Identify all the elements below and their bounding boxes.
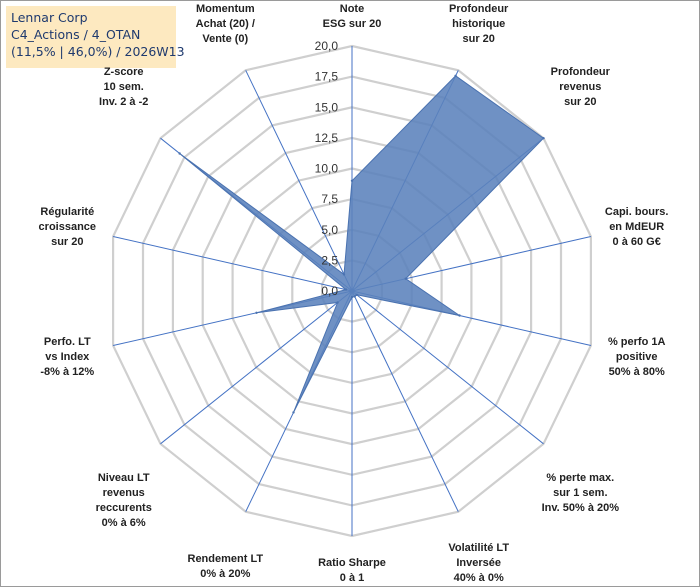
axis-label-line: Capi. bours. bbox=[605, 206, 669, 218]
axis-label-line: 0 à 1 bbox=[340, 572, 364, 584]
axis-label-line: revenus bbox=[103, 487, 145, 499]
title-line-category: C4_Actions / 4_OTAN bbox=[11, 27, 141, 42]
axis-label-line: croissance bbox=[39, 221, 96, 233]
title-line-period: (11,5% | 46,0%) / 2026W13 bbox=[11, 44, 185, 59]
series-point bbox=[178, 152, 181, 155]
axis-label-line: revenus bbox=[559, 81, 601, 93]
tick-label: 15,0 bbox=[315, 100, 339, 114]
series-point bbox=[292, 411, 295, 414]
chart-title-box: Lennar Corp C4_Actions / 4_OTAN (11,5% |… bbox=[6, 6, 185, 68]
series-point bbox=[255, 311, 258, 314]
axis-label-line: sur 20 bbox=[564, 96, 596, 108]
axis-label-line: Perfo. LT bbox=[44, 336, 91, 348]
series-point bbox=[542, 137, 545, 140]
axis-label-line: 10 sem. bbox=[104, 81, 144, 93]
tick-label: 10,0 bbox=[315, 162, 339, 176]
series-point bbox=[344, 288, 348, 291]
axis-label-line: 0 à 60 G€ bbox=[613, 236, 661, 248]
axis-label: % perte max. sur 1 sem. Inv. 50% à 20% bbox=[542, 472, 620, 514]
axis-spoke bbox=[112, 236, 353, 292]
axis-label-line: positive bbox=[616, 351, 658, 363]
radar-tick-labels: 0,0 2,5 5,0 7,5 10,0 12,5 15,0 17,5 20,0 bbox=[315, 39, 339, 298]
axis-label-line: Momentum bbox=[196, 3, 255, 15]
series-point bbox=[336, 301, 339, 304]
axis-label-line: 0% à 6% bbox=[102, 517, 146, 529]
axis-label-line: 40% à 0% bbox=[454, 572, 504, 584]
axis-label-line: sur 20 bbox=[51, 236, 83, 248]
tick-label: 0,0 bbox=[321, 284, 338, 298]
axis-label-line: Régularité bbox=[40, 206, 94, 218]
series-point bbox=[355, 293, 358, 296]
series-point bbox=[454, 74, 457, 78]
axis-label-line: Inv. 50% à 20% bbox=[542, 502, 620, 514]
axis-label-line: % perte max. bbox=[546, 472, 614, 484]
axis-label-line: Inversée bbox=[456, 557, 501, 569]
tick-label: 5,0 bbox=[321, 223, 338, 237]
series-point bbox=[458, 314, 461, 317]
axis-spoke bbox=[351, 290, 544, 445]
radar-series bbox=[178, 74, 545, 414]
axis-label: Ratio Sharpe 0 à 1 bbox=[318, 557, 386, 584]
axis-label-line: Z-score bbox=[104, 66, 144, 78]
series-point bbox=[342, 273, 346, 276]
title-line-company: Lennar Corp bbox=[11, 10, 88, 25]
axis-spoke bbox=[351, 290, 459, 512]
axis-label-line: sur 1 sem. bbox=[553, 487, 607, 499]
axis-label-line: sur 20 bbox=[462, 33, 494, 45]
axis-label-line: Achat (20) / bbox=[196, 18, 255, 30]
axis-label: Momentum Achat (20) / Vente (0) bbox=[196, 3, 255, 45]
axis-label-line: reccurents bbox=[96, 502, 152, 514]
series-point bbox=[350, 295, 354, 299]
axis-label-line: Volatilité LT bbox=[448, 542, 509, 554]
axis-label-line: Profondeur bbox=[449, 3, 509, 15]
axis-label: Profondeur historique sur 20 bbox=[449, 3, 509, 45]
axis-label-line: Ratio Sharpe bbox=[318, 557, 386, 569]
axis-label-line: Rendement LT bbox=[188, 553, 264, 565]
axis-label: Capi. bours. en MdEUR 0 à 60 G€ bbox=[605, 206, 669, 248]
axis-label: % perfo 1A positive 50% à 80% bbox=[608, 336, 666, 378]
axis-label: Régularité croissance sur 20 bbox=[39, 206, 96, 248]
series-point bbox=[404, 277, 407, 280]
axis-label-line: Vente (0) bbox=[202, 33, 248, 45]
axis-label: Niveau LT revenus reccurents 0% à 6% bbox=[96, 472, 152, 529]
axis-spoke bbox=[160, 290, 353, 445]
tick-label: 7,5 bbox=[321, 192, 338, 206]
axis-label-line: Note bbox=[340, 3, 364, 15]
axis-label-line: 50% à 80% bbox=[609, 366, 665, 378]
axis-label-line: vs Index bbox=[45, 351, 90, 363]
axis-label: Z-score 10 sem. Inv. 2 à -2 bbox=[99, 66, 148, 108]
axis-label-line: % perfo 1A bbox=[608, 336, 666, 348]
axis-label-line: en MdEUR bbox=[609, 221, 664, 233]
axis-label-line: Niveau LT bbox=[98, 472, 150, 484]
axis-label: Volatilité LT Inversée 40% à 0% bbox=[448, 542, 509, 584]
axis-label-line: -8% à 12% bbox=[40, 366, 94, 378]
radar-axis-labels: Note ESG sur 20 Profondeur historique sur 20… bbox=[39, 3, 669, 584]
tick-label: 12,5 bbox=[315, 131, 339, 145]
series-point bbox=[353, 295, 356, 298]
axis-label: Profondeur revenus sur 20 bbox=[551, 66, 611, 108]
axis-label: Note ESG sur 20 bbox=[323, 3, 382, 30]
tick-label: 17,5 bbox=[315, 70, 339, 84]
axis-label: Rendement LT 0% à 20% bbox=[188, 553, 264, 580]
axis-label-line: ESG sur 20 bbox=[323, 18, 382, 30]
axis-label-line: historique bbox=[452, 18, 505, 30]
axis-spoke bbox=[245, 70, 353, 292]
tick-label: 20,0 bbox=[315, 39, 339, 53]
series-area bbox=[179, 75, 545, 413]
series-point bbox=[350, 179, 354, 182]
axis-label-line: Profondeur bbox=[551, 66, 611, 78]
axis-label-line: 0% à 20% bbox=[200, 568, 250, 580]
axis-label-line: Inv. 2 à -2 bbox=[99, 96, 148, 108]
tick-label: 2,5 bbox=[321, 253, 338, 267]
axis-label: Perfo. LT vs Index -8% à 12% bbox=[40, 336, 94, 378]
